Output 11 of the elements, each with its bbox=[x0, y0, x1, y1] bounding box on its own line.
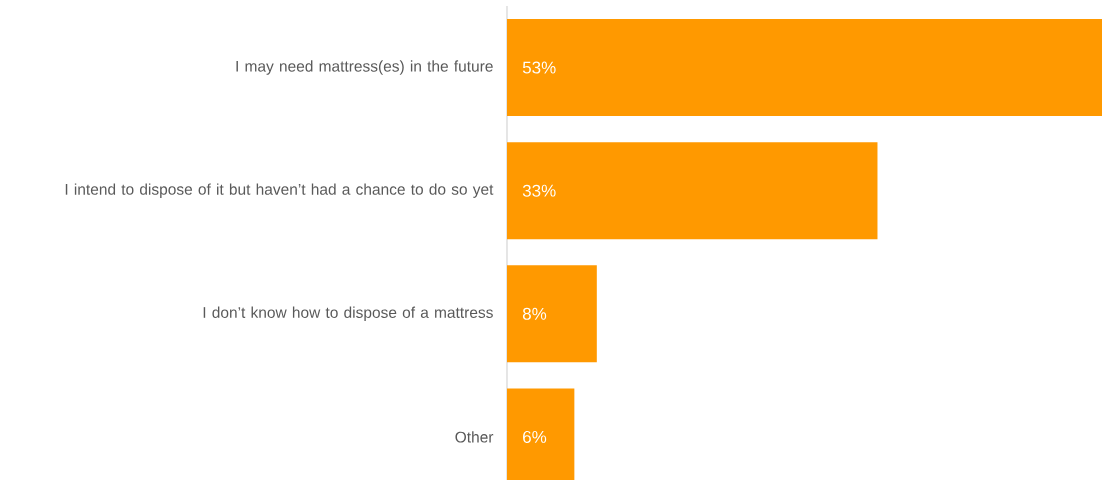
data-label: 8% bbox=[522, 307, 547, 320]
data-label: 33% bbox=[522, 184, 556, 197]
y-tick-label: I don’t know how to dispose of a mattress bbox=[203, 306, 493, 322]
data-label: 6% bbox=[523, 430, 547, 443]
bar bbox=[507, 265, 597, 363]
y-tick-label: I may need mattress(es) in the future bbox=[236, 60, 493, 75]
bar bbox=[507, 19, 1102, 117]
y-tick-label: Other bbox=[455, 431, 494, 443]
bar bbox=[507, 142, 878, 240]
y-tick-label: I intend to dispose of it but haven’t had a chance to do so yet bbox=[65, 183, 494, 198]
data-label: 53% bbox=[522, 61, 556, 74]
